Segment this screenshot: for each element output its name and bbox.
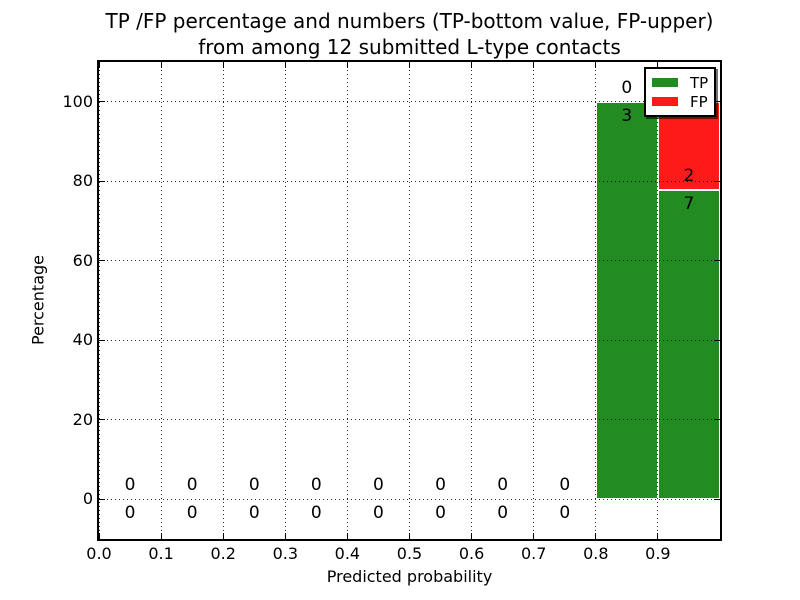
- tp-legend-swatch-icon: [652, 78, 678, 87]
- fp-count-label: 0: [435, 475, 446, 496]
- fp-legend-swatch-icon: [652, 97, 678, 106]
- tp-count-label: 0: [124, 503, 136, 524]
- chart-title: TP /FP percentage and numbers (TP-bottom…: [97, 8, 722, 60]
- fp-count-label: 0: [373, 475, 384, 496]
- x-tick-label: 0.2: [210, 544, 236, 563]
- fp-count-label: 0: [559, 475, 571, 496]
- vertical-gridline: [409, 62, 410, 539]
- y-tick-label: 20: [72, 409, 93, 429]
- y-tick-label: 80: [72, 171, 93, 191]
- vertical-gridline: [657, 62, 659, 539]
- legend-entry-tp: TP: [652, 73, 708, 92]
- legend: TP FP: [644, 67, 716, 117]
- y-tick-label: 60: [72, 250, 93, 270]
- x-tick-label: 0.3: [272, 544, 299, 563]
- tp-count-label: 7: [683, 194, 695, 215]
- legend-entry-fp: FP: [652, 92, 708, 111]
- y-tick-label: 40: [72, 330, 93, 350]
- vertical-gridline: [346, 62, 348, 539]
- tp-bar-segment: [595, 101, 658, 500]
- y-tick-label: 100: [62, 91, 93, 111]
- vertical-gridline: [284, 62, 286, 539]
- vertical-gridline: [595, 62, 597, 539]
- tp-count-label: 0: [435, 503, 446, 524]
- fp-count-label: 2: [683, 166, 695, 187]
- x-tick-label: 0.6: [458, 544, 485, 563]
- plot-area: Predicted probability Percentage TP FP 0…: [29, 60, 722, 586]
- tp-count-label: 0: [310, 503, 322, 524]
- x-tick-label: 0.5: [396, 544, 423, 563]
- tp-count-label: 0: [559, 503, 571, 524]
- x-tick-label: 0.4: [334, 544, 361, 563]
- vertical-gridline: [98, 62, 100, 539]
- fp-count-label: 0: [310, 475, 322, 496]
- fp-legend-label: FP: [690, 92, 708, 111]
- tp-bar-segment: [657, 190, 720, 500]
- tp-count-label: 0: [373, 503, 384, 524]
- vertical-gridline: [533, 62, 535, 539]
- vertical-gridline: [222, 62, 224, 539]
- x-tick-label: 0.0: [86, 544, 112, 563]
- x-tick-label: 0.9: [645, 544, 671, 563]
- tp-count-label: 3: [621, 105, 633, 126]
- fp-count-label: 0: [186, 475, 198, 496]
- fp-count-label: 0: [621, 77, 633, 98]
- tp-count-label: 0: [497, 503, 509, 524]
- tp-legend-label: TP: [690, 73, 709, 92]
- y-tick-label: 0: [82, 489, 93, 509]
- chart-title-line2: from among 12 submitted L-type contacts: [198, 35, 621, 59]
- tp-count-label: 0: [186, 503, 198, 524]
- x-tick-label: 0.8: [583, 544, 609, 563]
- fp-count-label: 0: [124, 475, 136, 496]
- fp-count-label: 0: [248, 475, 260, 496]
- x-tick-label: 0.1: [148, 544, 174, 563]
- vertical-gridline: [471, 62, 473, 539]
- x-axis-label: Predicted probability: [326, 567, 493, 586]
- x-tick-label: 0.7: [520, 544, 547, 563]
- chart-title-line1: TP /FP percentage and numbers (TP-bottom…: [105, 9, 714, 33]
- vertical-gridline: [160, 62, 162, 539]
- fp-count-label: 0: [497, 475, 509, 496]
- tp-count-label: 0: [248, 503, 260, 524]
